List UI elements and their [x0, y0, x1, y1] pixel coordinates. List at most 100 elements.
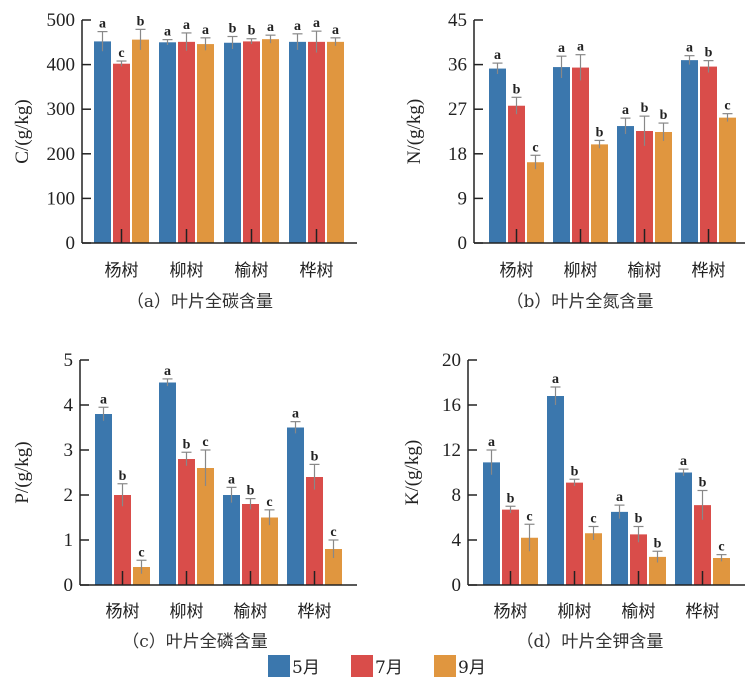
bar	[655, 131, 672, 243]
y-axis-label: P/(g/kg)	[12, 441, 33, 503]
bar	[242, 504, 259, 585]
significance-label: a	[488, 435, 495, 450]
legend-swatch	[351, 655, 373, 677]
bar	[719, 117, 736, 243]
bar	[572, 67, 589, 243]
bar	[585, 533, 602, 585]
bar	[95, 414, 112, 585]
bar	[159, 382, 176, 585]
bar	[553, 67, 570, 243]
bar	[133, 567, 150, 585]
y-axis-label: N/(g/kg)	[404, 99, 425, 164]
significance-label: b	[571, 464, 579, 479]
bar	[327, 41, 344, 243]
bar	[113, 63, 130, 243]
bar	[262, 39, 279, 243]
legend-item: 7月	[351, 655, 403, 678]
y-tick-label: 27	[448, 99, 467, 120]
bar	[289, 41, 306, 243]
y-tick-label: 500	[47, 10, 76, 31]
y-tick-label: 18	[448, 144, 467, 165]
significance-label: b	[596, 125, 604, 140]
bar	[700, 66, 717, 244]
y-tick-label: 1	[64, 530, 74, 551]
bar	[681, 60, 698, 243]
y-tick-label: 100	[47, 188, 76, 209]
bar	[694, 505, 711, 585]
significance-label: b	[248, 24, 256, 39]
significance-label: a	[164, 364, 171, 379]
significance-label: a	[680, 454, 687, 469]
x-tick-label: 桦树	[298, 602, 332, 622]
legend-label: 9月	[458, 658, 486, 678]
bar	[611, 511, 628, 585]
x-tick-label: 柳树	[170, 261, 204, 281]
significance-label: a	[494, 48, 501, 63]
y-tick-label: 2	[64, 485, 74, 506]
y-tick-label: 16	[442, 395, 461, 416]
significance-label: c	[526, 509, 532, 524]
bar	[261, 517, 278, 585]
significance-label: a	[202, 23, 209, 38]
bar	[630, 534, 647, 585]
significance-label: b	[705, 46, 713, 61]
y-tick-label: 3	[64, 440, 74, 461]
bar	[713, 558, 730, 585]
x-tick-label: 柳树	[170, 602, 204, 622]
significance-label: b	[183, 437, 191, 452]
significance-label: c	[718, 540, 724, 555]
x-tick-label: 榆树	[235, 261, 269, 281]
bar	[617, 126, 634, 243]
significance-label: a	[100, 392, 107, 407]
legend-item: 5月	[268, 655, 320, 678]
x-tick-label: 杨树	[500, 261, 534, 281]
chart-caption: （a）叶片全碳含量	[127, 292, 273, 312]
bar	[483, 462, 500, 585]
chart-caption: （b）叶片全氮含量	[507, 292, 654, 312]
bar	[649, 556, 666, 585]
x-tick-label: 柳树	[564, 261, 598, 281]
bar	[114, 495, 131, 585]
legend-swatch	[434, 655, 456, 677]
chart-caption: （c）叶片全磷含量	[122, 632, 268, 652]
y-tick-label: 45	[448, 10, 467, 31]
significance-label: c	[590, 512, 596, 527]
bar	[636, 131, 653, 243]
significance-label: a	[294, 19, 301, 34]
legend-label: 7月	[375, 658, 403, 678]
y-tick-label: 0	[458, 233, 468, 254]
y-tick-label: 5	[64, 350, 74, 371]
significance-label: a	[616, 490, 623, 505]
significance-label: c	[532, 140, 538, 155]
bar	[508, 105, 525, 243]
x-tick-label: 杨树	[105, 261, 139, 281]
y-tick-label: 9	[458, 188, 468, 209]
bar	[178, 459, 195, 585]
bar	[489, 68, 506, 243]
bar	[306, 477, 323, 585]
y-tick-label: 36	[448, 55, 467, 76]
bar	[566, 482, 583, 585]
bar	[591, 144, 608, 243]
legend-label: 5月	[292, 658, 320, 678]
significance-label: b	[137, 14, 145, 29]
y-tick-label: 0	[66, 233, 76, 254]
significance-label: a	[686, 41, 693, 56]
bar	[521, 537, 538, 585]
y-tick-label: 8	[452, 485, 462, 506]
significance-label: c	[202, 435, 208, 450]
significance-label: a	[183, 18, 190, 33]
significance-label: c	[330, 525, 336, 540]
significance-label: b	[229, 22, 237, 37]
x-tick-label: 榆树	[234, 602, 268, 622]
x-tick-label: 柳树	[558, 602, 592, 622]
significance-label: b	[247, 484, 255, 499]
significance-label: a	[267, 20, 274, 35]
bar	[178, 41, 195, 243]
bar	[287, 427, 304, 585]
bar	[308, 41, 325, 243]
bar	[527, 162, 544, 243]
